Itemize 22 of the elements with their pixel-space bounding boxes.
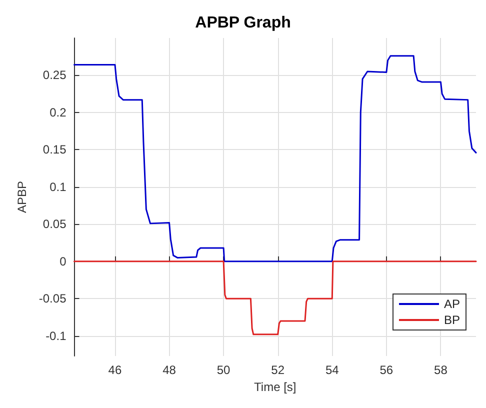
x-tick-label: 54 [325,363,340,377]
y-axis-title: APBP [15,180,29,214]
chart-title: APBP Graph [195,14,291,32]
line-series [74,260,477,336]
y-tick-label: 0.1 [50,180,67,194]
y-tick-label: 0.2 [50,105,67,120]
legend-label: AP [444,297,460,311]
x-axis-title: Time [s] [254,380,296,394]
legend-label: BP [444,313,460,327]
y-tick-label: -0.1 [46,328,67,343]
x-tick-label: 52 [271,363,285,377]
y-tick-label: 0 [60,254,67,268]
x-tick-label: 58 [434,363,448,377]
x-tick-label: 56 [380,363,394,377]
x-tick-label: 50 [216,363,231,377]
line-series [74,55,477,262]
x-tick-label: 48 [162,363,176,377]
x-tick-label: 46 [108,363,122,377]
y-tick-label: 0.25 [42,68,67,82]
y-tick-label: 0.15 [42,142,67,157]
y-tick-label: -0.05 [38,292,67,306]
y-tick-label: 0.05 [42,217,67,232]
